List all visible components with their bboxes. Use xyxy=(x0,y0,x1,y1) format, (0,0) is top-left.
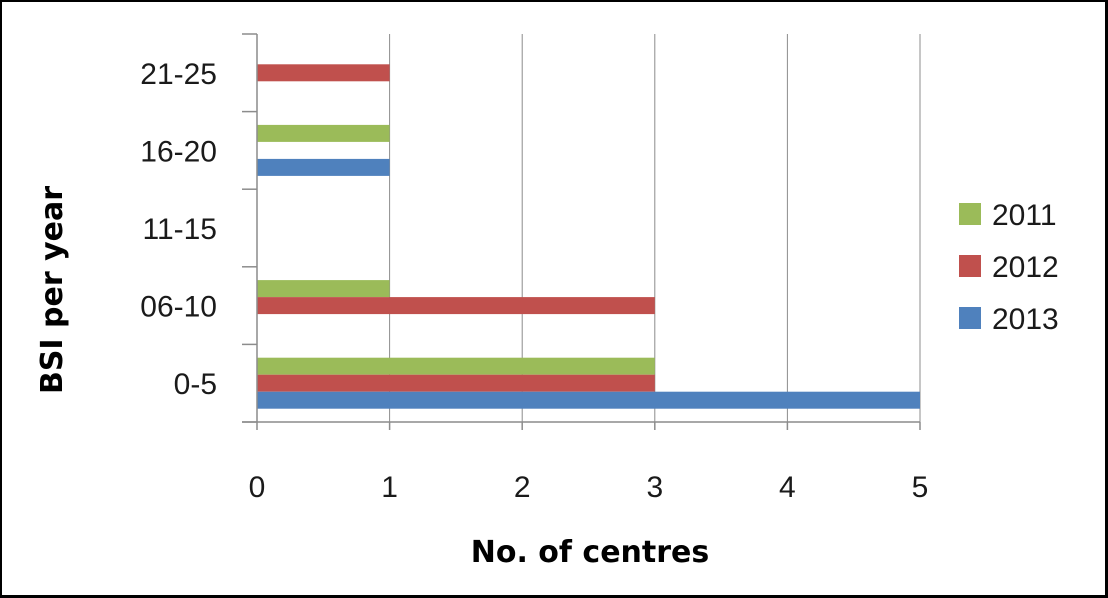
bar-06-10-2011 xyxy=(257,280,390,298)
x-tick-label-0: 0 xyxy=(249,471,266,504)
y-tick-label-16-20: 16-20 xyxy=(140,135,217,168)
gridlines xyxy=(389,34,921,422)
bar-16-20-2013 xyxy=(257,158,390,176)
x-tick-label-5: 5 xyxy=(912,471,929,504)
legend: 2011 2012 2013 xyxy=(959,199,1059,336)
y-axis-title: BSI per year xyxy=(35,186,70,394)
x-tick-label-3: 3 xyxy=(646,471,663,504)
legend-label-2011: 2011 xyxy=(992,199,1057,232)
bar-16-20-2011 xyxy=(257,124,390,142)
x-axis-title: No. of centres xyxy=(471,535,710,570)
y-tick-label-06-10: 06-10 xyxy=(140,291,217,324)
bar-21-25-2012 xyxy=(257,64,390,82)
x-tick-label-4: 4 xyxy=(779,471,796,504)
legend-swatch-2011 xyxy=(959,203,981,225)
x-tick-label-2: 2 xyxy=(514,471,531,504)
bar-06-10-2012 xyxy=(257,297,655,315)
bar-0-5-2013 xyxy=(257,391,920,409)
legend-swatch-2013 xyxy=(959,307,981,329)
bars xyxy=(257,64,920,409)
tick-labels: 0-5 06-10 11-15 16-20 21-25 0 1 2 3 4 5 xyxy=(140,58,928,504)
y-tick-label-21-25: 21-25 xyxy=(140,58,217,91)
bar-0-5-2012 xyxy=(257,374,655,392)
bar-0-5-2011 xyxy=(257,357,655,375)
legend-label-2013: 2013 xyxy=(992,303,1059,336)
y-tick-label-11-15: 11-15 xyxy=(142,213,217,246)
legend-label-2012: 2012 xyxy=(992,251,1059,284)
y-tick-label-0-5: 0-5 xyxy=(174,368,217,401)
bar-chart: 0-5 06-10 11-15 16-20 21-25 0 1 2 3 4 5 No. of cen… xyxy=(35,33,1059,570)
legend-swatch-2012 xyxy=(959,255,981,277)
x-tick-label-1: 1 xyxy=(381,471,398,504)
axes xyxy=(242,33,921,430)
